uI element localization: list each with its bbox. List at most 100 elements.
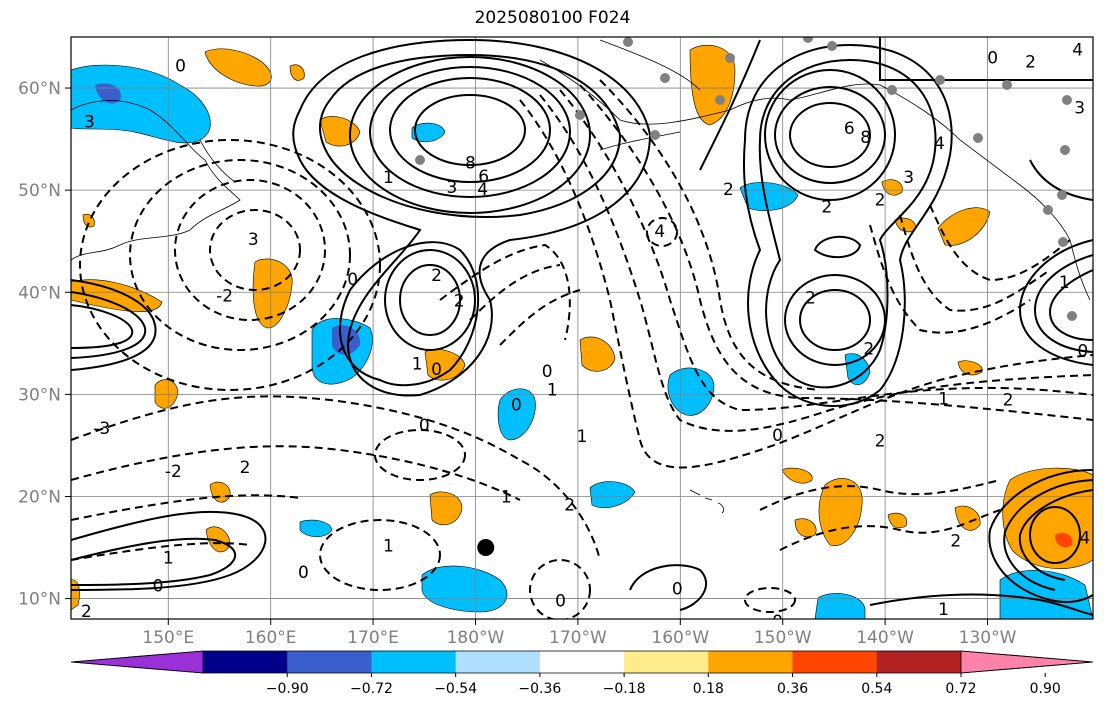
positive-anomaly-region — [781, 467, 813, 484]
lat-label: 60°N — [18, 79, 61, 99]
colorbar-tick-label: −0.90 — [266, 681, 309, 697]
colorbar-swatch — [371, 651, 457, 673]
colorbar-tick-label: 0.54 — [861, 681, 892, 697]
contour-label: 2 — [723, 180, 734, 200]
hawaii-islands — [689, 489, 725, 514]
contour-label: 3 — [248, 230, 259, 250]
negative-anomaly-region — [739, 182, 799, 211]
contour-label: 2 — [1025, 53, 1036, 73]
colorbar-tick-label: 0.90 — [1030, 681, 1061, 697]
contour-label: -2 — [216, 286, 233, 306]
colorbar-swatch — [287, 651, 372, 673]
contour-label: 1 — [547, 380, 558, 400]
contour-label: 4 — [654, 222, 665, 242]
contour-label: 6 — [478, 167, 489, 187]
contour-label: 0 — [419, 416, 430, 436]
contour-label: 0 — [542, 362, 553, 382]
colorbar-tick-label: −0.18 — [603, 681, 646, 697]
contour-label: 4 — [1072, 40, 1083, 60]
contour-label: 2 — [950, 531, 961, 551]
lon-label: 170°W — [549, 628, 607, 648]
colorbar-tick-label: 0.72 — [945, 681, 976, 697]
lat-label: 30°N — [18, 385, 61, 405]
anomaly-shading — [71, 44, 1093, 619]
contour-label: 8 — [465, 154, 476, 174]
contour-label: 0 — [511, 396, 522, 416]
colorbar-tick-label: −0.36 — [518, 681, 561, 697]
colorbar-tick-label: 0.36 — [777, 681, 808, 697]
lon-label: 180°W — [447, 628, 505, 648]
colorbar-swatch — [203, 651, 288, 673]
contour-label: 8 — [860, 128, 871, 148]
positive-anomaly-region — [252, 258, 293, 329]
contour-label: 0 — [772, 612, 783, 632]
contour-label: 2 — [821, 197, 832, 217]
lat-label: 20°N — [18, 487, 61, 507]
positive-anomaly-region — [881, 179, 903, 196]
contour-label: 1 — [1059, 273, 1070, 293]
colorbar — [70, 650, 1094, 674]
contour-label: 0 — [431, 360, 442, 380]
contour-label: 0 — [347, 270, 358, 290]
contour-label: 0 — [298, 563, 309, 583]
colorbar-swatch — [624, 651, 709, 673]
contour-label: 3 — [903, 168, 914, 188]
positive-anomaly-region — [937, 207, 991, 246]
contour-label: 3 — [1074, 98, 1085, 118]
map-frame — [70, 36, 1094, 620]
negative-anomaly-region — [497, 388, 536, 441]
contour-label: 1 — [577, 427, 588, 447]
lon-label: 140°W — [856, 628, 914, 648]
colorbar-swatch — [708, 651, 794, 673]
colorbar-swatch — [455, 651, 541, 673]
contour-label: 0 — [1077, 341, 1088, 361]
contour-label: 0 — [175, 57, 186, 77]
map-title: 2025080100 F024 — [474, 8, 631, 28]
lat-label: 40°N — [18, 283, 61, 303]
colorbar-tick-label: −0.54 — [434, 681, 477, 697]
contour-label: 0 — [153, 576, 164, 596]
lon-label: 130°W — [959, 628, 1017, 648]
contour-label: 1 — [938, 389, 949, 409]
positive-anomaly-region — [154, 379, 179, 409]
contour-label: 0 — [672, 579, 683, 599]
contour-label: 1 — [163, 549, 174, 569]
negative-anomaly-region — [299, 519, 333, 538]
positive-anomaly-region — [1002, 467, 1093, 570]
contour-label: 0 — [772, 426, 783, 446]
positive-anomaly-region — [204, 48, 272, 87]
contour-label: 6 — [844, 119, 855, 139]
positive-anomaly-region — [579, 336, 616, 372]
axis-ticks — [65, 87, 989, 625]
colorbar-swatch — [539, 651, 625, 673]
contour-label: 2 — [454, 291, 465, 311]
negative-anomaly-region — [667, 367, 715, 416]
colorbar-extend-high — [960, 650, 1094, 674]
contour-label: 4 — [1079, 528, 1090, 548]
contour-label: 1 — [383, 536, 394, 556]
contour-label: 4 — [477, 180, 488, 200]
lon-label: 150°E — [142, 628, 194, 648]
station-markers — [415, 37, 1077, 321]
positive-anomaly-region — [1055, 532, 1073, 548]
contour-label: 0 — [555, 592, 566, 612]
positive-anomaly-region — [205, 526, 231, 553]
contour-label: -2 — [165, 462, 182, 482]
positive-anomaly-region — [429, 491, 463, 526]
negative-anomaly-region — [421, 565, 508, 613]
negative-anomaly-region — [589, 481, 636, 509]
contour-label: 1 — [938, 600, 949, 620]
positive-anomaly-region — [887, 512, 908, 529]
contour-label: -3 — [93, 419, 110, 439]
contour-label: 2 — [1003, 390, 1014, 410]
contour-label: 1 — [501, 487, 512, 507]
positive-contours — [71, 37, 1093, 616]
negative-anomaly-region — [814, 593, 866, 619]
colorbar-outline — [70, 650, 1094, 674]
positive-anomaly-region — [818, 478, 863, 547]
longitude-labels: 150°E 160°E 170°E 180°W 170°W 160°W 150°W 140°W… — [142, 628, 1016, 648]
latitude-labels: 60°N 50°N 40°N 30°N 20°N 10°N — [18, 79, 61, 610]
colorbar-labels: −0.90 −0.72 −0.54 −0.36 −0.18 0.18 0.36 0.54 0.7… — [266, 673, 1061, 697]
contour-label: 1 — [383, 168, 394, 188]
